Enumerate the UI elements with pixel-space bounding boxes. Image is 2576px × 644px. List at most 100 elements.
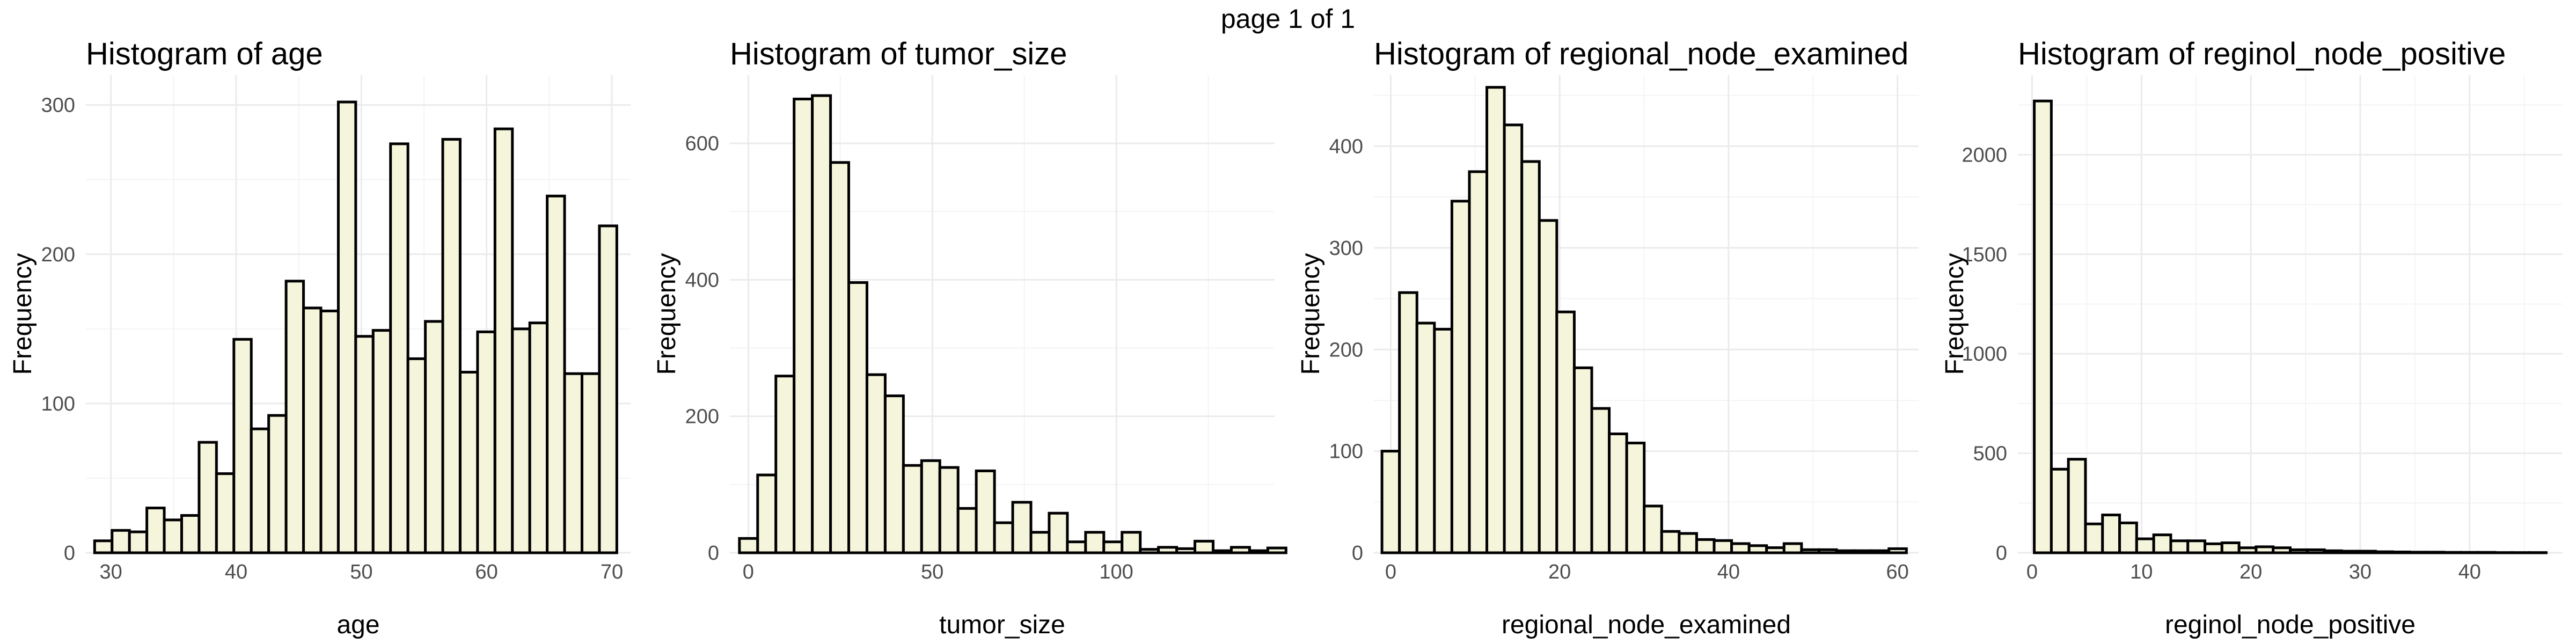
y-tick-labels: 0 100 200 300 [41, 94, 75, 565]
histogram-bar [2391, 551, 2411, 554]
x-tick-label: 50 [921, 561, 943, 583]
y-tick-labels: 0 200 400 600 [685, 133, 719, 565]
x-tick-label: 0 [2026, 561, 2038, 583]
histogram-bar [598, 224, 618, 554]
x-tick-label: 50 [350, 561, 372, 583]
histogram-bar [2357, 550, 2377, 554]
y-tick-label: 600 [685, 133, 719, 155]
histogram-bar [2220, 541, 2241, 554]
histogram-bar [2289, 548, 2309, 554]
histogram-bar [1747, 544, 1768, 554]
histogram-bar [563, 372, 583, 554]
histogram-bar [2459, 551, 2479, 554]
histogram-bar [371, 329, 392, 554]
x-tick-label: 70 [601, 561, 623, 583]
histogram-bar [1678, 532, 1698, 554]
histogram-bar [2237, 546, 2258, 554]
x-axis-label: tumor_size [939, 611, 1065, 639]
histogram-bar [336, 100, 357, 554]
chart-svg: 0 20 40 60 0 100 200 300 400 Histogram of regiona… [1297, 36, 1919, 639]
x-axis-label: reginol_node_positive [2165, 611, 2416, 639]
histogram-bar [2425, 551, 2446, 554]
histogram-bar [2374, 550, 2394, 554]
histogram-bar [1139, 548, 1160, 554]
histogram-bar [215, 472, 236, 554]
histogram-bar [1555, 310, 1576, 554]
histogram-bar [1730, 542, 1751, 554]
histogram-bar [2135, 537, 2155, 554]
histogram-bar [2067, 458, 2087, 554]
y-tick-label: 400 [1329, 136, 1363, 158]
histogram-bar [956, 507, 978, 554]
chart-title: Histogram of age [86, 36, 323, 71]
histogram-bar [302, 306, 323, 554]
y-tick-label: 200 [685, 406, 719, 428]
y-tick-label: 1500 [1962, 244, 2007, 266]
x-tick-label: 30 [2349, 561, 2372, 583]
histogram-bar [2050, 467, 2070, 554]
histogram-bar [902, 464, 923, 554]
histogram-bar [424, 320, 444, 554]
histogram-bar [1194, 539, 1214, 554]
chart-title: Histogram of tumor_size [730, 36, 1067, 71]
x-tick-labels: 30 40 50 60 70 [100, 561, 624, 583]
histogram-bar [2476, 551, 2497, 554]
x-tick-label: 0 [743, 561, 754, 583]
histogram-bar [458, 370, 479, 554]
histogram-bar [2408, 551, 2428, 554]
histogram-bar [1887, 547, 1908, 554]
x-tick-label: 40 [1717, 561, 1740, 583]
y-tick-label: 100 [41, 393, 75, 415]
histogram-bar [1450, 200, 1471, 554]
histogram-bar [829, 161, 851, 554]
reginol-node-positive-histogram-panel: 0 10 20 30 40 0 500 1000 1500 2000 Histogram of re… [1932, 32, 2576, 644]
x-axis-label: age [336, 611, 379, 639]
x-tick-labels: 0 50 100 [743, 561, 1133, 583]
histogram-bar [1817, 548, 1838, 554]
histogram-bar [2272, 546, 2292, 554]
histogram-bar [1608, 432, 1628, 554]
gridlines [2018, 75, 2563, 554]
histogram-bar [1660, 530, 1681, 554]
histogram-bar [1713, 539, 1733, 554]
y-tick-label: 500 [1973, 443, 2007, 465]
x-axis-label: regional_node_examined [1502, 611, 1791, 639]
y-tick-label: 400 [685, 269, 719, 291]
histogram-bar [493, 127, 514, 554]
histogram-bar [2442, 551, 2462, 554]
y-tick-label: 100 [1329, 441, 1363, 463]
y-tick-label: 300 [41, 94, 75, 117]
histogram-bar [250, 427, 270, 554]
histogram-bar [1380, 450, 1401, 554]
x-tick-label: 60 [1886, 561, 1909, 583]
histogram-bar [1084, 531, 1106, 554]
histogram-bar [1468, 170, 1489, 554]
x-tick-label: 0 [1385, 561, 1396, 583]
histogram-bar [2340, 550, 2360, 554]
histogram-bar [2255, 545, 2275, 554]
x-tick-labels: 0 20 40 60 [1385, 561, 1909, 583]
histogram-bar [1175, 547, 1197, 554]
histogram-bar [319, 309, 340, 554]
page-title: page 1 of 1 [1220, 4, 1356, 34]
histogram-bar [2101, 514, 2121, 554]
histogram-bar [528, 321, 549, 554]
histogram-bar [2204, 542, 2223, 554]
histogram-bar [1048, 511, 1069, 554]
y-tick-label: 0 [1352, 542, 1363, 565]
histogram-bar [1782, 542, 1803, 554]
histogram-bar [1398, 291, 1418, 554]
histogram-bars [738, 94, 1287, 554]
histogram-bars [93, 100, 618, 554]
x-tick-label: 100 [1099, 561, 1133, 583]
regional-node-examined-histogram-panel: 0 20 40 60 0 100 200 300 400 Histogram of regiona… [1288, 32, 1932, 644]
histogram-bar [1695, 538, 1716, 554]
x-tick-label: 20 [1548, 561, 1571, 583]
y-tick-label: 0 [64, 542, 75, 565]
histogram-bar [1230, 546, 1251, 554]
histogram-bar [511, 327, 531, 554]
histogram-bar [476, 330, 496, 554]
histogram-bar [1066, 540, 1087, 554]
histogram-bar [2186, 539, 2207, 554]
